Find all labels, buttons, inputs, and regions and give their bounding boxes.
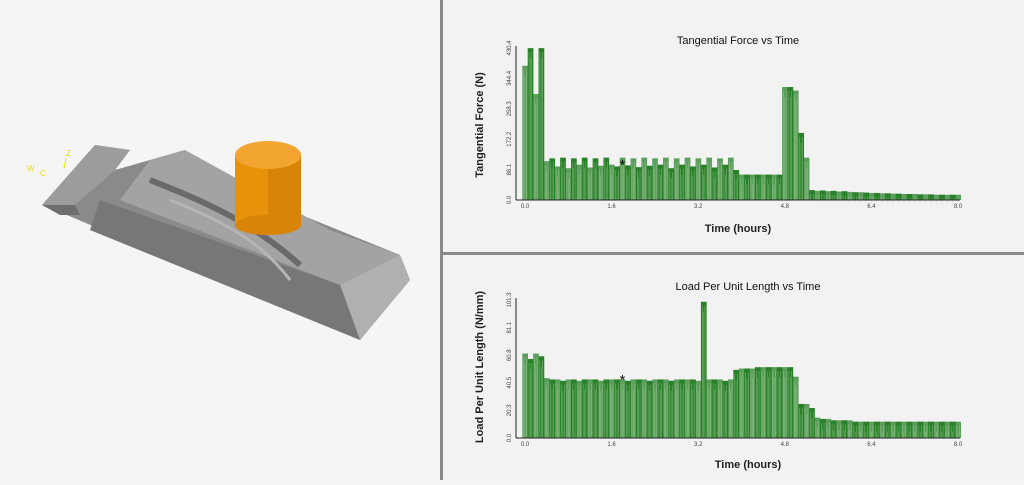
- data-bar: [868, 192, 875, 200]
- data-bar: [906, 193, 913, 200]
- data-bar: [825, 418, 832, 438]
- data-bar: [809, 190, 815, 200]
- y-tick-label: 258.3: [507, 101, 513, 117]
- data-bar: [939, 194, 945, 200]
- data-bar: [933, 421, 940, 438]
- y-tick-label: 86.1: [507, 163, 513, 175]
- data-bar: [895, 193, 902, 200]
- data-bar: [841, 420, 848, 438]
- y-tick-label: 344.4: [507, 70, 513, 86]
- data-bar: [944, 421, 951, 438]
- data-bar: [917, 421, 924, 438]
- data-bar: [847, 191, 853, 200]
- data-bar: [868, 421, 875, 438]
- axis-label-z: Z: [66, 149, 71, 158]
- data-bar: [901, 421, 907, 438]
- x-tick-label: 0.0: [521, 204, 530, 210]
- y-tick-label: 81.1: [507, 321, 513, 333]
- data-bar: [857, 192, 864, 200]
- y-tick-label: 430.4: [507, 40, 513, 56]
- data-bar: [890, 193, 897, 200]
- data-bar: [911, 421, 918, 438]
- data-bar: [944, 194, 951, 200]
- data-bar: [917, 194, 924, 200]
- data-bar: [922, 194, 929, 200]
- data-bar: [819, 418, 826, 438]
- x-tick-label: 6.4: [867, 204, 876, 210]
- chart-title: Tangential Force vs Time: [677, 35, 799, 47]
- load-per-unit-length-chart: Load Per Unit Length vs Time Time (hours…: [474, 281, 963, 471]
- data-bar: [847, 420, 853, 438]
- data-bar: [890, 421, 897, 438]
- data-bar: [911, 193, 918, 200]
- y-tick-label: 101.3: [507, 292, 513, 308]
- data-bar: [852, 421, 859, 438]
- x-tick-label: 8.0: [954, 204, 963, 210]
- x-tick-label: 1.6: [607, 442, 616, 448]
- data-bar: [928, 421, 934, 438]
- y-axis-label: Tangential Force (N): [474, 72, 486, 178]
- current-time-marker: *: [620, 157, 626, 173]
- data-bar: [874, 192, 880, 200]
- data-bar: [841, 191, 848, 200]
- data-bar: [814, 190, 821, 200]
- y-tick-label: 40.5: [507, 376, 513, 388]
- tangential-force-chart-panel: Tangential Force vs Time Time (hours) Ta…: [443, 0, 1024, 252]
- x-axis-label: Time (hours): [705, 223, 772, 235]
- horizontal-splitter[interactable]: [443, 252, 1024, 255]
- data-bar: [830, 190, 837, 200]
- y-tick-label: 0.0: [507, 433, 513, 442]
- x-tick-label: 3.2: [694, 442, 703, 448]
- current-time-marker: *: [620, 371, 626, 387]
- data-bar: [863, 421, 869, 438]
- data-bar: [830, 420, 837, 438]
- axis-label-w: W: [27, 164, 35, 173]
- data-bar: [955, 421, 962, 438]
- data-bar: [922, 421, 929, 438]
- load-per-unit-length-chart-panel: Load Per Unit Length vs Time Time (hours…: [443, 255, 1024, 480]
- x-tick-label: 4.8: [781, 204, 790, 210]
- data-bar: [884, 421, 891, 438]
- tangential-force-chart: Tangential Force vs Time Time (hours) Ta…: [474, 35, 963, 235]
- data-bar: [901, 193, 907, 200]
- data-bar: [933, 194, 940, 200]
- data-bar: [895, 421, 902, 438]
- data-bar: [857, 421, 864, 438]
- 3d-viewport[interactable]: W C Z: [0, 0, 440, 480]
- data-bar: [955, 194, 962, 200]
- x-tick-label: 1.6: [607, 204, 616, 210]
- y-axis-label: Load Per Unit Length (N/mm): [474, 291, 486, 444]
- data-bar: [928, 194, 934, 200]
- chart-title: Load Per Unit Length vs Time: [676, 281, 821, 293]
- axis-label-c: C: [40, 169, 46, 178]
- data-bar: [879, 421, 886, 438]
- data-bar: [874, 421, 880, 438]
- vertical-splitter[interactable]: [440, 0, 443, 480]
- data-bar: [949, 421, 956, 438]
- data-bar: [836, 191, 842, 200]
- x-tick-label: 3.2: [694, 204, 703, 210]
- y-tick-label: 172.2: [507, 131, 513, 147]
- x-tick-label: 8.0: [954, 442, 963, 448]
- data-bar: [825, 191, 832, 200]
- x-tick-label: 0.0: [521, 442, 530, 448]
- x-axis-label: Time (hours): [715, 459, 782, 471]
- y-tick-label: 60.8: [507, 349, 513, 361]
- part-model: W C Z: [27, 141, 410, 340]
- data-bar: [836, 420, 842, 438]
- y-tick-label: 20.3: [507, 404, 513, 416]
- x-tick-label: 6.4: [867, 442, 876, 448]
- y-tick-label: 0.0: [507, 195, 513, 204]
- data-bar: [879, 193, 886, 200]
- data-bar: [884, 193, 891, 200]
- data-bar: [819, 190, 826, 200]
- x-tick-label: 4.8: [781, 442, 790, 448]
- data-bar: [939, 421, 945, 438]
- data-bar: [906, 421, 913, 438]
- data-bar: [863, 192, 869, 200]
- data-bar: [852, 192, 859, 200]
- data-bar: [949, 194, 956, 200]
